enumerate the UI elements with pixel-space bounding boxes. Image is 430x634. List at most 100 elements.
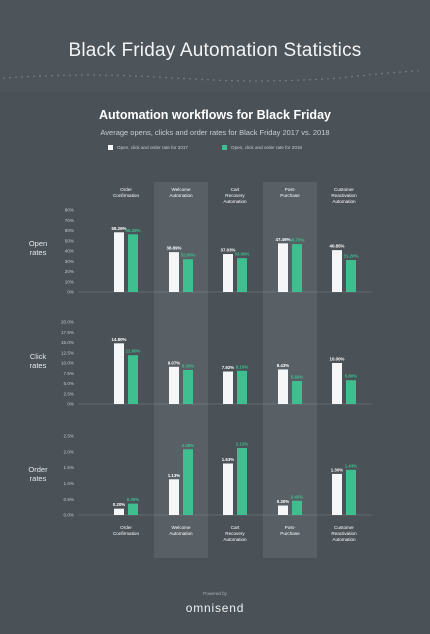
decorative-dot <box>81 74 83 76</box>
category-label-bottom: Welcome <box>171 525 191 530</box>
decorative-dot <box>159 76 161 78</box>
y-tick-label: 0.0% <box>64 513 74 518</box>
decorative-dot <box>351 75 353 78</box>
category-label-bottom: Reactivation <box>331 531 357 536</box>
category-label-bottom: Order <box>120 525 132 530</box>
data-label-2017: 0.20% <box>113 502 126 507</box>
decorative-dot <box>231 79 233 82</box>
decorative-dot <box>411 70 413 72</box>
row-label: rates <box>30 361 47 370</box>
data-label-2018: 8.30% <box>182 363 195 368</box>
decorative-dot <box>135 75 137 77</box>
decorative-dot <box>399 71 401 73</box>
legend-swatch-2017 <box>108 145 113 150</box>
decorative-dot <box>273 80 275 82</box>
decorative-dot <box>3 77 5 79</box>
row-label: Order <box>28 465 48 474</box>
y-tick-label: 2.5% <box>64 434 74 439</box>
y-tick-label: 40% <box>65 249 74 254</box>
data-label-2017: 8.43% <box>277 363 290 368</box>
decorative-dot <box>381 72 383 75</box>
category-label-bottom: Customer <box>334 525 354 530</box>
category-label-bottom: Confirmation <box>113 531 139 536</box>
data-label-2017: 9.07% <box>168 360 181 365</box>
decorative-dot <box>297 79 299 81</box>
category-label-top: Customer <box>334 187 354 192</box>
legend: Open, click and order rate for 2017 Open… <box>0 145 430 155</box>
decorative-dot <box>63 74 65 76</box>
decorative-dot <box>51 75 53 77</box>
data-label-2017: 1.63% <box>222 457 235 462</box>
decorative-dot <box>183 77 185 80</box>
decorative-dot <box>279 80 281 82</box>
decorative-dot <box>111 74 113 76</box>
category-label-top: Automation <box>332 199 356 204</box>
category-label-top: Recovery <box>225 193 245 198</box>
data-label-2018: 46.70% <box>290 238 305 243</box>
decorative-dot <box>9 77 11 79</box>
y-tick-label: 10.0% <box>61 361 74 366</box>
legend-item-2018: Open, click and order rate for 2018 <box>222 145 302 150</box>
category-label-top: Post- <box>285 187 296 192</box>
decorative-dot <box>303 79 305 81</box>
y-tick-label: 0% <box>67 402 74 407</box>
y-tick-label: 0% <box>67 290 74 295</box>
bar-2017 <box>114 232 124 292</box>
decorative-dot <box>99 74 101 76</box>
decorative-dot <box>333 77 335 80</box>
y-tick-label: 17.5% <box>61 330 74 335</box>
decorative-dot <box>129 75 131 77</box>
decorative-dot <box>165 76 167 79</box>
y-tick-label: 1.0% <box>64 481 74 486</box>
category-label-top: Purchase <box>280 193 300 198</box>
decorative-dot <box>117 74 119 77</box>
data-label-2018: 2.08% <box>182 443 195 448</box>
decorative-dot <box>363 74 365 77</box>
decorative-dot <box>237 80 239 82</box>
decorative-dot <box>393 71 395 74</box>
y-tick-label: 70% <box>65 218 74 223</box>
bar-2017 <box>169 366 179 404</box>
decorative-dot <box>255 80 257 82</box>
decorative-dot <box>45 75 47 77</box>
decorative-dot <box>315 78 317 81</box>
decorative-dot <box>357 75 359 77</box>
data-label-2017: 7.92% <box>222 365 235 370</box>
row-label: rates <box>30 474 47 483</box>
decorative-dot <box>309 79 311 81</box>
legend-item-2017: Open, click and order rate for 2017 <box>108 145 188 150</box>
legend-label-2018: Open, click and order rate for 2018 <box>231 145 302 150</box>
y-tick-label: 50% <box>65 238 74 243</box>
decorative-dot <box>21 76 23 78</box>
bar-2018 <box>237 258 247 292</box>
data-label-2018: 33.00% <box>235 252 250 257</box>
decorative-dot <box>345 76 347 78</box>
data-label-2017: 1.13% <box>168 473 181 478</box>
bar-2017 <box>169 479 179 515</box>
bar-2018 <box>128 234 138 292</box>
bar-2017 <box>223 254 233 292</box>
decorative-dot <box>267 80 269 82</box>
y-tick-label: 1.5% <box>64 465 74 470</box>
category-label-bottom: Automation <box>332 537 356 542</box>
bar-2018 <box>292 500 302 515</box>
category-label-top: Order <box>120 187 132 192</box>
decorative-dot <box>93 74 95 76</box>
decorative-dot <box>417 70 419 72</box>
y-tick-label: 20% <box>65 269 74 274</box>
decorative-dot <box>189 78 191 80</box>
y-tick-label: 12.5% <box>61 350 74 355</box>
decorative-dot <box>75 74 77 76</box>
decorative-dot <box>147 75 149 78</box>
decorative-dot <box>375 73 377 75</box>
decorative-dot <box>321 78 323 80</box>
decorative-dot <box>213 79 215 81</box>
data-label-2018: 11.90% <box>126 349 141 354</box>
bar-2017 <box>278 505 288 515</box>
decorative-dot <box>195 78 197 80</box>
powered-by-label: Powered by <box>203 591 227 596</box>
highlight-column <box>263 182 317 558</box>
bar-2017 <box>332 363 342 404</box>
data-label-2018: 32.00% <box>181 253 196 258</box>
brand-logo-text: omnisend <box>185 601 245 615</box>
